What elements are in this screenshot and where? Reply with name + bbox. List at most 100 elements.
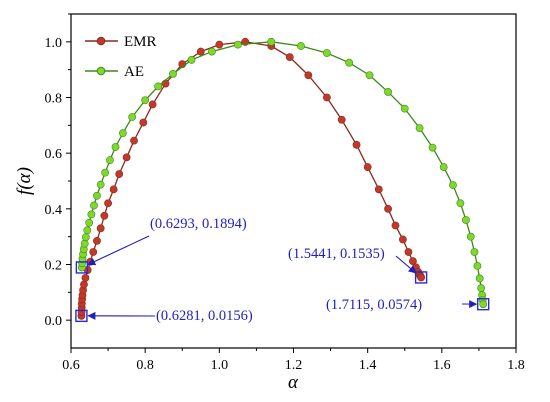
annotation-box (75, 309, 88, 323)
data-point-emr (93, 236, 101, 245)
data-point-ae (415, 124, 424, 133)
data-point-ae (111, 143, 120, 151)
data-point-ae (479, 300, 488, 309)
data-point-ae (365, 71, 374, 80)
data-point-emr (363, 163, 372, 171)
legend-label-ae: AE (124, 64, 144, 80)
data-point-emr (215, 40, 224, 49)
y-axis-title: f(α) (14, 167, 35, 195)
data-point-ae (119, 129, 127, 138)
annotation-label: (1.7115, 0.0574) (326, 297, 422, 313)
data-point-ae (233, 40, 242, 49)
data-point-emr (115, 170, 124, 178)
x-tick-label: 1.8 (507, 358, 525, 373)
data-point-ae (187, 56, 196, 64)
data-point-emr (148, 100, 157, 109)
x-tick-label: 1.6 (433, 358, 451, 373)
annotations: (0.6293, 0.1894) (0.6281, 0.0156) (1.5441,… (75, 216, 490, 324)
data-point-ae (87, 210, 96, 219)
data-point-emr (104, 199, 112, 208)
data-point-ae (208, 47, 216, 56)
x-tick-label: 0.8 (136, 358, 154, 373)
data-point-ae (81, 233, 90, 242)
data-point-ae (128, 113, 137, 121)
y-tick-label: 0.2 (45, 259, 63, 274)
data-point-ae (83, 226, 92, 235)
data-point-emr (196, 47, 205, 56)
annotation-box (476, 297, 490, 311)
annotation-label: (1.5441, 0.1535) (288, 246, 385, 262)
legend: EMR AE (85, 34, 157, 80)
data-point-emr (374, 185, 383, 194)
x-tick-label: 1.4 (359, 358, 377, 373)
data-point-emr (100, 211, 109, 220)
data-point-ae (141, 96, 150, 105)
y-tick-label: 0.6 (45, 147, 63, 162)
data-point-ae (475, 274, 484, 283)
data-point-emr (304, 71, 313, 80)
annotation-arrow (395, 255, 417, 274)
series-ae (77, 37, 488, 309)
data-point-emr (417, 273, 426, 282)
data-point-ae (477, 284, 486, 293)
y-tick-label: 0.8 (45, 92, 63, 107)
data-point-ae (456, 199, 465, 208)
y-tick-label: 0.0 (45, 314, 63, 329)
data-point-ae (466, 232, 475, 241)
legend-marker-emr (96, 36, 106, 46)
data-point-ae (85, 218, 94, 227)
x-tick-label: 1.2 (285, 358, 303, 373)
annotation-box (414, 271, 428, 284)
data-point-ae (93, 191, 101, 200)
data-point-emr (404, 248, 413, 256)
data-point-emr (161, 79, 170, 88)
data-point-emr (109, 185, 118, 194)
data-point-ae (267, 37, 276, 46)
data-point-emr (398, 235, 407, 244)
data-point-ae (90, 201, 98, 210)
data-point-ae (384, 88, 392, 96)
data-point-emr (322, 93, 331, 102)
data-point-emr (122, 153, 131, 162)
data-point-ae (169, 69, 177, 78)
annotation-box (75, 261, 89, 274)
data-point-emr (391, 221, 400, 230)
ticks: 0.6 0.8 1.0 1.2 1.4 1.6 1.8 0.0 0.2 0.4 0.6 0.8 1.0 (45, 13, 525, 373)
x-tick-label: 0.6 (62, 358, 80, 373)
data-point-ae (345, 58, 354, 67)
data-point-ae (470, 248, 479, 256)
series-layer (77, 37, 488, 320)
annotation-label: (0.6293, 0.1894) (150, 216, 247, 232)
legend-label-emr: EMR (124, 34, 157, 50)
data-point-ae (428, 143, 437, 152)
data-point-ae (400, 104, 409, 113)
data-point-emr (352, 140, 361, 149)
x-tick-label: 1.0 (211, 358, 229, 373)
y-tick-label: 0.4 (45, 203, 63, 218)
data-point-emr (130, 136, 138, 145)
data-point-emr (89, 248, 98, 256)
data-point-ae (473, 261, 482, 270)
y-tick-label: 1.0 (45, 36, 63, 51)
data-point-ae (80, 239, 89, 248)
data-point-ae (154, 82, 163, 91)
data-point-emr (285, 53, 294, 62)
data-point-ae (462, 216, 470, 224)
series-line-ae (81, 41, 484, 305)
data-point-ae (322, 49, 331, 57)
annotation-label: (0.6281, 0.0156) (156, 308, 253, 324)
series-emr (77, 37, 426, 320)
data-point-emr (96, 224, 105, 233)
data-point-ae (101, 168, 110, 177)
legend-marker-ae (96, 66, 106, 76)
series-line-emr (80, 41, 422, 316)
data-point-emr (81, 273, 90, 282)
data-point-ae (96, 180, 105, 189)
data-point-emr (80, 280, 88, 289)
annotation-arrow (87, 235, 150, 266)
x-axis-title: α (288, 372, 299, 393)
data-point-emr (337, 115, 346, 124)
data-point-emr (139, 118, 148, 127)
data-point-ae (106, 156, 114, 165)
